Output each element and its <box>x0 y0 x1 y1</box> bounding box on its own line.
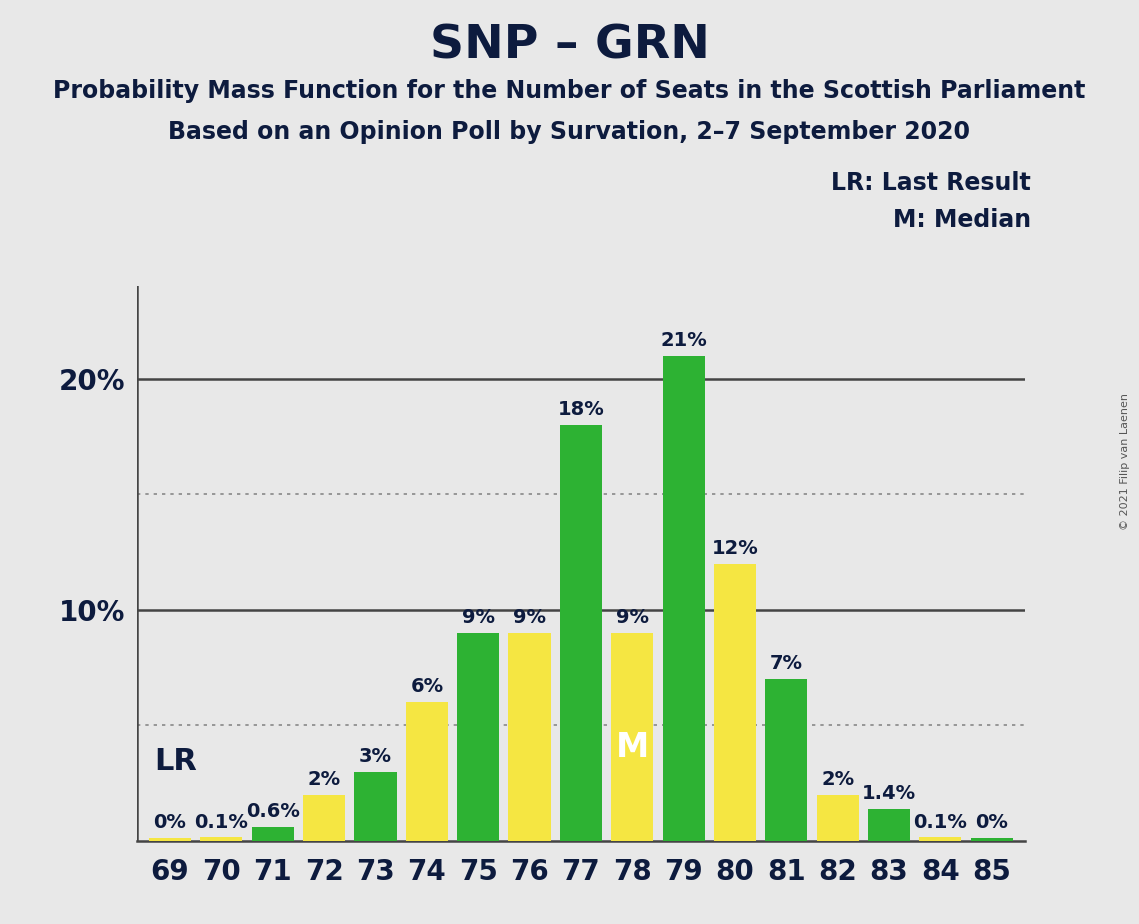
Bar <box>354 772 396 841</box>
Text: 2%: 2% <box>308 770 341 789</box>
Bar <box>457 633 499 841</box>
Bar <box>252 827 294 841</box>
Text: LR: Last Result: LR: Last Result <box>831 171 1031 195</box>
Text: © 2021 Filip van Laenen: © 2021 Filip van Laenen <box>1121 394 1130 530</box>
Text: 0.1%: 0.1% <box>913 813 967 833</box>
Bar <box>508 633 550 841</box>
Text: 2%: 2% <box>821 770 854 789</box>
Text: 18%: 18% <box>557 400 605 419</box>
Text: 6%: 6% <box>410 677 443 697</box>
Text: SNP – GRN: SNP – GRN <box>429 23 710 68</box>
Text: 21%: 21% <box>661 331 707 350</box>
Text: 0%: 0% <box>975 813 1008 833</box>
Text: LR: LR <box>155 748 197 776</box>
Text: 9%: 9% <box>616 608 649 627</box>
Text: Probability Mass Function for the Number of Seats in the Scottish Parliament: Probability Mass Function for the Number… <box>54 79 1085 103</box>
Bar <box>919 837 961 841</box>
Text: 7%: 7% <box>770 654 803 674</box>
Text: Based on an Opinion Poll by Survation, 2–7 September 2020: Based on an Opinion Poll by Survation, 2… <box>169 120 970 144</box>
Text: M: M <box>615 731 649 764</box>
Text: 9%: 9% <box>513 608 546 627</box>
Text: 1.4%: 1.4% <box>862 784 916 803</box>
Bar <box>868 808 910 841</box>
Bar <box>612 633 654 841</box>
Text: 0.1%: 0.1% <box>195 813 248 833</box>
Bar <box>560 425 601 841</box>
Text: M: Median: M: Median <box>893 208 1031 232</box>
Bar <box>970 838 1013 841</box>
Bar <box>817 795 859 841</box>
Bar <box>303 795 345 841</box>
Bar <box>405 702 448 841</box>
Text: 9%: 9% <box>461 608 494 627</box>
Text: 3%: 3% <box>359 747 392 766</box>
Text: 0.6%: 0.6% <box>246 802 300 821</box>
Bar <box>149 838 191 841</box>
Bar <box>200 837 243 841</box>
Text: 0%: 0% <box>154 813 187 833</box>
Bar <box>663 356 705 841</box>
Bar <box>714 564 756 841</box>
Text: 12%: 12% <box>712 539 759 558</box>
Bar <box>765 679 808 841</box>
